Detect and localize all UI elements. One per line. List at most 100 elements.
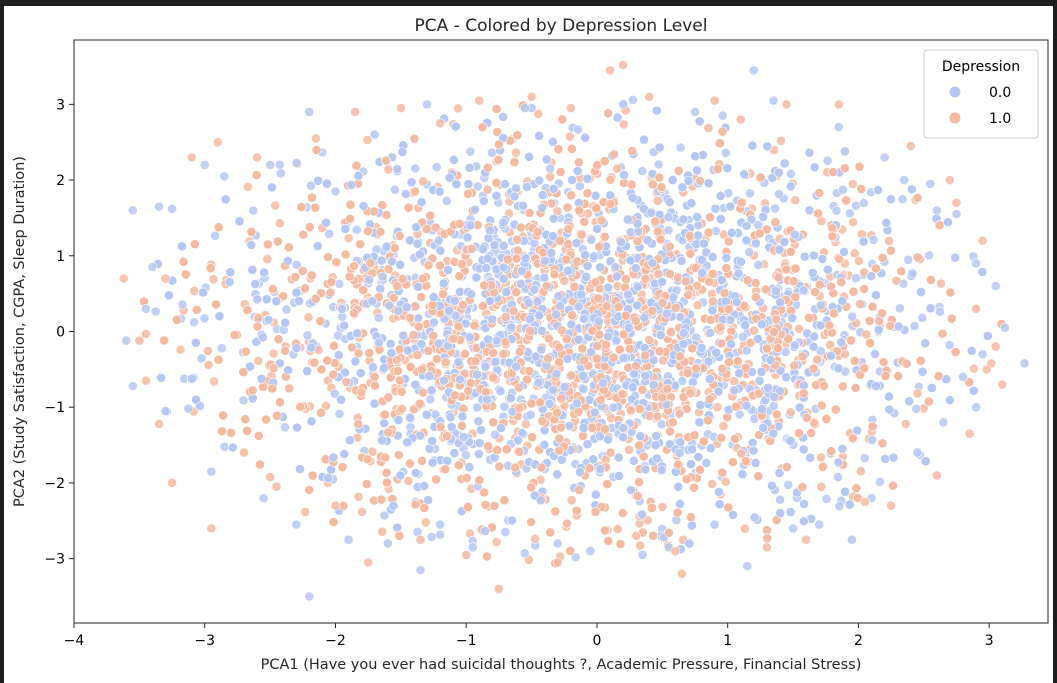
scatter-point bbox=[511, 147, 521, 158]
scatter-point bbox=[573, 124, 583, 135]
scatter-point bbox=[294, 464, 305, 474]
scatter-point bbox=[770, 217, 781, 228]
scatter-point bbox=[480, 499, 491, 510]
scatter-point bbox=[781, 264, 792, 275]
scatter-point bbox=[575, 181, 585, 191]
scatter-point bbox=[653, 159, 664, 170]
scatter-point bbox=[753, 259, 764, 270]
scatter-point bbox=[815, 346, 826, 356]
points-layer bbox=[118, 60, 1030, 602]
scatter-point bbox=[774, 188, 784, 199]
scatter-point bbox=[473, 416, 484, 427]
scatter-point bbox=[834, 254, 845, 264]
scatter-point bbox=[248, 205, 259, 216]
scatter-point bbox=[302, 330, 313, 341]
scatter-point bbox=[605, 174, 616, 185]
scatter-point bbox=[250, 279, 261, 289]
scatter-point bbox=[867, 435, 878, 445]
scatter-point bbox=[936, 278, 946, 289]
scatter-point bbox=[300, 507, 311, 517]
scatter-point bbox=[847, 311, 858, 322]
scatter-point bbox=[950, 252, 960, 263]
scatter-point bbox=[770, 203, 781, 214]
scatter-point bbox=[838, 184, 848, 195]
scatter-point bbox=[520, 419, 531, 430]
scatter-point bbox=[840, 146, 850, 157]
scatter-point bbox=[717, 126, 728, 137]
scatter-point bbox=[847, 179, 858, 189]
scatter-point bbox=[189, 317, 199, 328]
scatter-point bbox=[410, 499, 421, 510]
scatter-point bbox=[196, 353, 207, 364]
scatter-point bbox=[150, 306, 161, 317]
scatter-point bbox=[794, 323, 804, 334]
scatter-point bbox=[275, 168, 286, 179]
scatter-point bbox=[268, 348, 279, 359]
scatter-point bbox=[855, 299, 865, 309]
scatter-point bbox=[911, 403, 922, 414]
scatter-point bbox=[822, 155, 833, 166]
scatter-point bbox=[834, 501, 845, 511]
scatter-point bbox=[331, 257, 342, 268]
scatter-point bbox=[658, 355, 668, 366]
scatter-point bbox=[202, 346, 213, 356]
scatter-point bbox=[409, 133, 420, 144]
scatter-point bbox=[392, 522, 403, 533]
scatter-point bbox=[897, 194, 908, 205]
scatter-point bbox=[502, 254, 513, 265]
scatter-point bbox=[291, 259, 302, 270]
scatter-point bbox=[859, 453, 870, 463]
scatter-point bbox=[410, 163, 421, 174]
scatter-point bbox=[692, 300, 703, 311]
scatter-point bbox=[853, 256, 864, 266]
scatter-point bbox=[304, 484, 315, 495]
scatter-point bbox=[356, 506, 367, 517]
scatter-point bbox=[183, 403, 194, 414]
scatter-point bbox=[324, 228, 335, 239]
scatter-point bbox=[578, 384, 589, 395]
scatter-point bbox=[946, 313, 957, 324]
scatter-point bbox=[657, 501, 668, 512]
scatter-point bbox=[189, 285, 200, 296]
scatter-point bbox=[900, 419, 911, 429]
scatter-point bbox=[373, 312, 384, 323]
scatter-point bbox=[541, 154, 552, 165]
scatter-point bbox=[309, 357, 320, 368]
scatter-point bbox=[242, 181, 253, 192]
scatter-point bbox=[916, 287, 926, 297]
scatter-point bbox=[786, 168, 796, 179]
scatter-point bbox=[625, 405, 636, 416]
scatter-point bbox=[723, 236, 734, 247]
scatter-point bbox=[749, 325, 759, 336]
scatter-point bbox=[816, 400, 827, 411]
scatter-point bbox=[291, 157, 302, 168]
scatter-point bbox=[861, 329, 872, 340]
scatter-point bbox=[274, 218, 285, 229]
scatter-point bbox=[353, 491, 364, 502]
scatter-point bbox=[740, 523, 750, 534]
scatter-point bbox=[858, 198, 869, 208]
scatter-point bbox=[313, 175, 323, 186]
scatter-point bbox=[564, 420, 575, 431]
scatter-point bbox=[707, 478, 717, 489]
scatter-point bbox=[589, 251, 599, 262]
chart-figure: PCA - Colored by Depression Level −4 −3 −2… bbox=[4, 6, 1053, 683]
scatter-point bbox=[298, 229, 309, 240]
scatter-point bbox=[715, 190, 726, 201]
scatter-point bbox=[579, 216, 590, 227]
scatter-point bbox=[717, 110, 728, 121]
scatter-point bbox=[375, 283, 386, 294]
scatter-point bbox=[624, 444, 634, 455]
scatter-point bbox=[775, 494, 785, 505]
scatter-point bbox=[379, 510, 390, 521]
scatter-point bbox=[557, 114, 568, 125]
scatter-point bbox=[479, 487, 489, 498]
scatter-point bbox=[612, 524, 623, 534]
scatter-point bbox=[171, 314, 182, 325]
scatter-point bbox=[738, 331, 748, 342]
scatter-point bbox=[322, 252, 333, 262]
scatter-point bbox=[654, 142, 665, 153]
scatter-point bbox=[920, 338, 930, 349]
scatter-point bbox=[676, 256, 687, 266]
scatter-point bbox=[464, 162, 475, 173]
